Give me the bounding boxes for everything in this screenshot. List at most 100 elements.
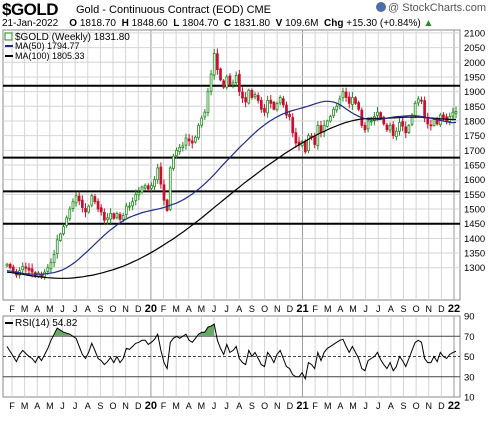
x-tick-label: M xyxy=(46,304,54,314)
rsi-x-tick-label: M xyxy=(21,401,29,411)
rsi-y-tick-label: 90 xyxy=(464,312,475,323)
candle-down xyxy=(401,121,404,127)
high-label: H xyxy=(121,18,129,29)
candle-down xyxy=(363,124,367,131)
candle-up xyxy=(338,98,342,107)
y-tick-label: 2100 xyxy=(464,28,485,39)
candle-up xyxy=(140,186,144,193)
candle-down xyxy=(219,68,222,81)
candle-up xyxy=(46,267,50,272)
candle-up xyxy=(121,215,125,220)
candle-up xyxy=(234,75,238,83)
candle-up xyxy=(109,213,112,220)
rsi-x-tick-label: A xyxy=(236,401,242,411)
candle-down xyxy=(96,201,100,210)
candle-down xyxy=(216,53,219,71)
candle-up xyxy=(225,76,229,88)
x-tick-label: S xyxy=(97,304,103,314)
ma50-line xyxy=(6,100,457,275)
rsi-y-tick-label: 70 xyxy=(464,332,475,343)
candle-down xyxy=(382,117,386,125)
y-tick-label: 1900 xyxy=(464,87,485,98)
x-tick-label: F xyxy=(9,304,15,314)
x-tick-label: N xyxy=(274,304,281,314)
y-tick-label: 1550 xyxy=(464,190,485,201)
x-tick-label: A xyxy=(388,304,394,314)
candle-down xyxy=(385,124,389,131)
candle-up xyxy=(413,102,417,116)
x-tick-label: D xyxy=(135,304,142,314)
rsi-y-tick-label: 30 xyxy=(464,372,475,383)
candle-down xyxy=(357,102,361,110)
x-tick-label: M xyxy=(324,304,332,314)
candle-down xyxy=(319,125,323,134)
rsi-x-tick-label: O xyxy=(413,401,420,411)
x-tick-label: N xyxy=(425,304,432,314)
y-tick-label: 2000 xyxy=(464,58,485,69)
x-tick-label: J xyxy=(60,304,65,314)
candle-down xyxy=(146,185,150,190)
candle-down xyxy=(423,100,426,119)
security-name: Gold - Continuous Contract (EOD) xyxy=(76,4,244,16)
candle-up xyxy=(124,205,128,215)
candle-down xyxy=(244,97,247,103)
candle-up xyxy=(432,119,436,126)
rsi-x-tick-label: S xyxy=(97,401,103,411)
legend-candle-marker xyxy=(4,32,13,41)
candle-down xyxy=(303,140,307,153)
candle-up xyxy=(231,82,235,86)
rsi-x-tick-label: F xyxy=(9,401,15,411)
y-tick-label: 1700 xyxy=(464,146,485,157)
candle-up xyxy=(407,124,411,133)
rsi-x-tick-label: D xyxy=(135,401,142,411)
candle-up xyxy=(398,122,401,132)
candle-down xyxy=(250,89,254,98)
close-label: C xyxy=(223,18,232,29)
candle-up xyxy=(212,53,216,76)
rsi-x-tick-label: A xyxy=(85,401,91,411)
rsi-x-tick-label: A xyxy=(388,401,394,411)
stockcharts-logo[interactable]: @ StockCharts.com xyxy=(376,2,486,14)
x-tick-label: F xyxy=(161,304,167,314)
candle-down xyxy=(81,199,84,208)
y-tick-label: 1500 xyxy=(464,205,485,216)
candle-up xyxy=(369,120,373,123)
candle-down xyxy=(442,114,445,119)
x-tick-label: N xyxy=(122,304,129,314)
rsi-x-tick-label: M xyxy=(349,401,357,411)
x-tick-label: A xyxy=(85,304,91,314)
candle-down xyxy=(404,126,408,134)
y-tick-label: 1400 xyxy=(464,234,485,245)
candle-down xyxy=(30,268,34,273)
low-value: 1804.70 xyxy=(182,18,219,29)
rsi-x-tick-label: M xyxy=(324,401,332,411)
y-tick-label: 1850 xyxy=(464,102,485,113)
candle-up xyxy=(266,100,269,114)
rsi-x-tick-label: J xyxy=(376,401,381,411)
candle-up xyxy=(388,124,392,131)
legend-price: $GOLD (Weekly) 1831.80 xyxy=(15,32,130,43)
x-tick-label: J xyxy=(212,304,217,314)
rsi-x-tick-label: N xyxy=(425,401,432,411)
x-tick-label: F xyxy=(312,304,318,314)
open-label: O xyxy=(69,18,78,29)
candle-down xyxy=(347,96,351,104)
candle-up xyxy=(178,146,182,152)
rsi-y-tick-label: 50 xyxy=(464,352,475,363)
candle-down xyxy=(24,266,28,269)
candle-up xyxy=(153,179,156,187)
ma100-line xyxy=(6,116,456,279)
legend-ma100: MA(100) 1805.33 xyxy=(15,51,85,61)
candle-up xyxy=(316,124,320,147)
quote-line: 21-Jan-2022 O 1818.70 H 1848.60 L 1804.7… xyxy=(2,18,433,29)
x-tick-label: O xyxy=(413,304,420,314)
candle-up xyxy=(21,265,25,271)
candle-up xyxy=(71,201,75,209)
candle-up xyxy=(87,205,90,213)
candle-down xyxy=(159,166,163,185)
rsi-overbought-fill xyxy=(54,328,70,337)
candle-up xyxy=(335,105,339,111)
x-tick-label: A xyxy=(236,304,242,314)
candle-up xyxy=(194,136,197,143)
candle-up xyxy=(5,263,9,267)
